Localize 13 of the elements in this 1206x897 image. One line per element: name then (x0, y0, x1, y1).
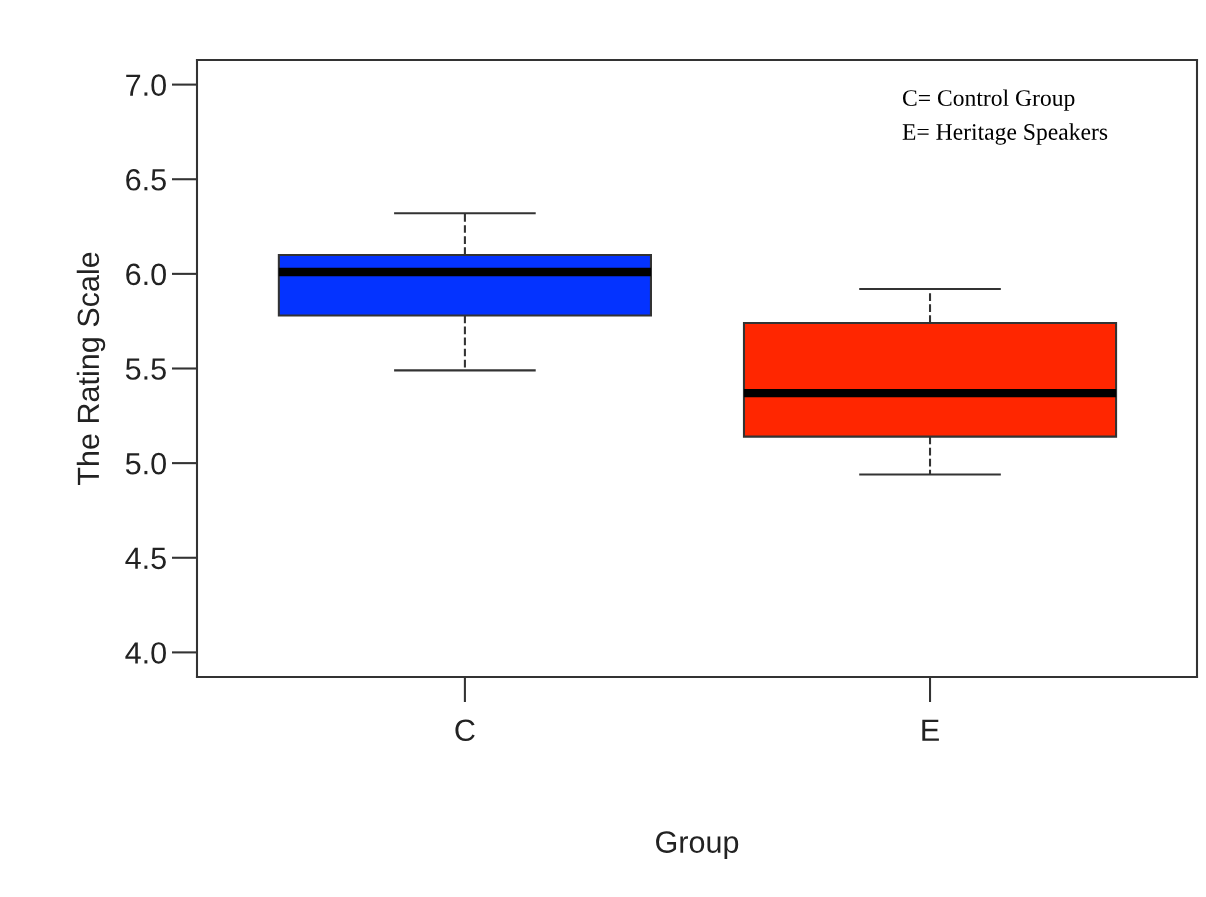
y-tick-label: 6.0 (126, 263, 166, 286)
x-tick-label: C (455, 719, 475, 742)
y-tick-label: 4.5 (125, 547, 166, 570)
y-axis-title: The Rating Scale (76, 252, 106, 485)
x-axis-title: Group (656, 831, 739, 859)
x-tick-label: E (922, 719, 939, 741)
y-tick-label: 5.5 (125, 358, 166, 380)
y-tick-label: 4.0 (125, 642, 166, 664)
y-tick-label: 7.0 (126, 74, 166, 96)
y-tick-label: 5.0 (125, 452, 166, 475)
y-tick-label: 6.5 (126, 168, 166, 191)
annotation: E= Heritage Speakers (902, 123, 1108, 145)
annotation: C= Control Group (902, 89, 1075, 111)
